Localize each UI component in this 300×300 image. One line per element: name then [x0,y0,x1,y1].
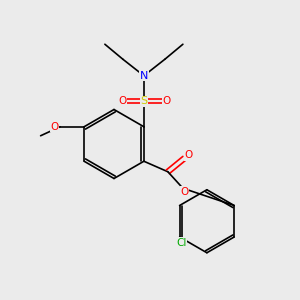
Text: S: S [140,96,147,106]
Text: Cl: Cl [176,238,186,248]
Text: O: O [180,187,188,197]
Text: O: O [185,150,193,160]
Text: O: O [50,122,59,132]
Text: O: O [118,96,126,106]
Text: O: O [163,96,171,106]
Text: N: N [140,71,148,81]
